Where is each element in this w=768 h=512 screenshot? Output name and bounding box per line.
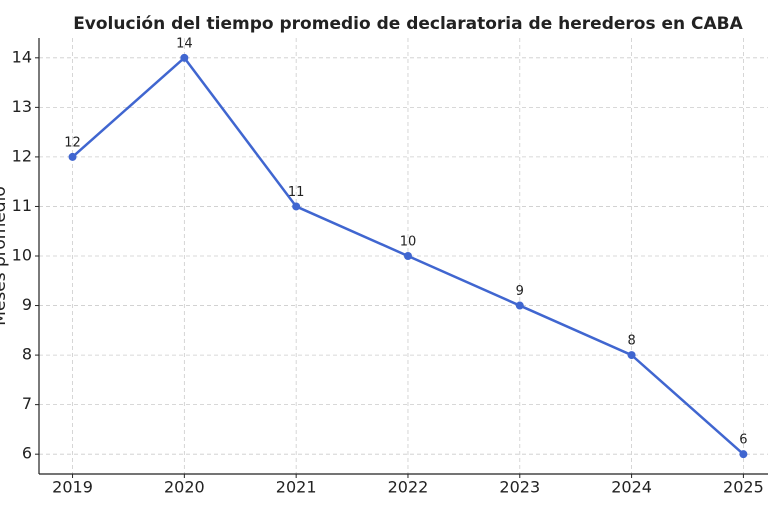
point bbox=[627, 351, 636, 360]
x-tick-label: 2025 bbox=[723, 478, 764, 497]
data-label: 14 bbox=[176, 36, 193, 51]
chart-title: Evolución del tiempo promedio de declara… bbox=[73, 14, 743, 34]
y-tick-label: 10 bbox=[12, 246, 32, 265]
point bbox=[739, 450, 748, 459]
data-label: 6 bbox=[739, 433, 747, 448]
y-tick-label: 7 bbox=[22, 394, 32, 413]
x-tick-label: 2024 bbox=[611, 478, 652, 497]
point bbox=[68, 152, 77, 161]
y-tick-label: 12 bbox=[12, 146, 32, 165]
x-tick-label: 2019 bbox=[52, 478, 93, 497]
y-tick-label: 14 bbox=[12, 47, 32, 66]
point bbox=[403, 252, 412, 260]
data-label: 8 bbox=[627, 334, 635, 349]
data-label: 10 bbox=[400, 235, 417, 250]
y-tick-label: 6 bbox=[22, 444, 32, 463]
y-tick-label: 11 bbox=[12, 196, 32, 215]
y-tick-label: 13 bbox=[12, 97, 32, 116]
y-axis-label: Meses promedio bbox=[0, 186, 10, 325]
data-label: 9 bbox=[516, 284, 524, 299]
y-tick-label: 9 bbox=[22, 295, 32, 314]
data-label: 12 bbox=[64, 135, 81, 150]
y-tick-label: 8 bbox=[22, 345, 32, 364]
x-tick-label: 2020 bbox=[164, 478, 205, 497]
point bbox=[515, 301, 524, 310]
point bbox=[180, 53, 189, 62]
x-tick-label: 2022 bbox=[388, 478, 429, 497]
x-tick-label: 2021 bbox=[276, 478, 317, 497]
data-label: 11 bbox=[288, 185, 305, 200]
point bbox=[292, 202, 301, 211]
x-tick-label: 2023 bbox=[499, 478, 540, 497]
